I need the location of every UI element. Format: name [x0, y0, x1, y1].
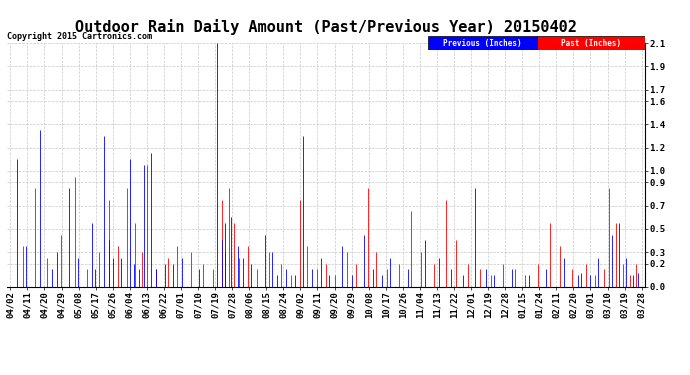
Text: Copyright 2015 Cartronics.com: Copyright 2015 Cartronics.com [7, 32, 152, 41]
Title: Outdoor Rain Daily Amount (Past/Previous Year) 20150402: Outdoor Rain Daily Amount (Past/Previous… [75, 19, 577, 34]
